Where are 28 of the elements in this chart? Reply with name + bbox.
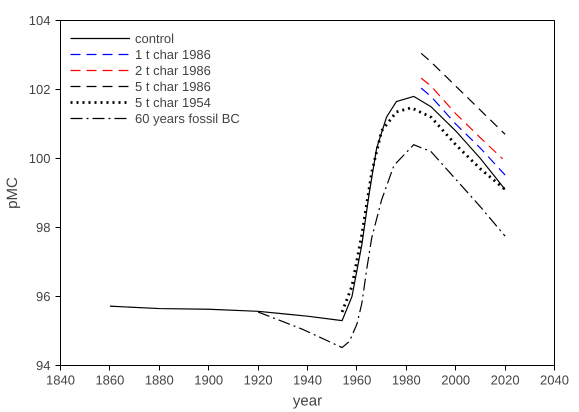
y-tick-label: 94 xyxy=(36,358,51,373)
line-series xyxy=(420,52,506,135)
legend-label: 60 years fossil BC xyxy=(135,110,240,126)
y-tick-label: 102 xyxy=(28,82,51,97)
legend-label: control xyxy=(135,30,174,46)
x-tick-label: 1940 xyxy=(293,372,322,388)
x-tick-label: 1900 xyxy=(194,372,224,388)
x-tick-label: 1980 xyxy=(392,372,421,388)
y-tick-label: 98 xyxy=(36,220,51,235)
legend-label: 1 t char 1986 xyxy=(135,46,211,62)
x-axis-title: year xyxy=(292,392,322,410)
line-series xyxy=(420,78,504,160)
x-tick-label: 1840 xyxy=(46,372,75,388)
y-axis-title: pMC xyxy=(4,177,21,209)
y-tick-label: 96 xyxy=(36,289,51,304)
x-tick-label: 1960 xyxy=(342,372,372,388)
legend-label: 2 t char 1986 xyxy=(135,62,211,78)
y-tick-label: 100 xyxy=(28,151,51,166)
x-tick-label: 2040 xyxy=(540,372,569,388)
x-tick-label: 2020 xyxy=(490,372,520,388)
legend-label: 5 t char 1986 xyxy=(135,78,211,94)
legend-label: 5 t char 1954 xyxy=(135,94,211,110)
x-tick-label: 1880 xyxy=(144,372,174,388)
line-series xyxy=(420,88,506,176)
x-tick-label: 1860 xyxy=(95,372,124,388)
y-tick-label: 104 xyxy=(28,13,51,28)
x-tick-label: 1920 xyxy=(244,372,273,388)
x-tick-label: 2000 xyxy=(441,372,470,388)
